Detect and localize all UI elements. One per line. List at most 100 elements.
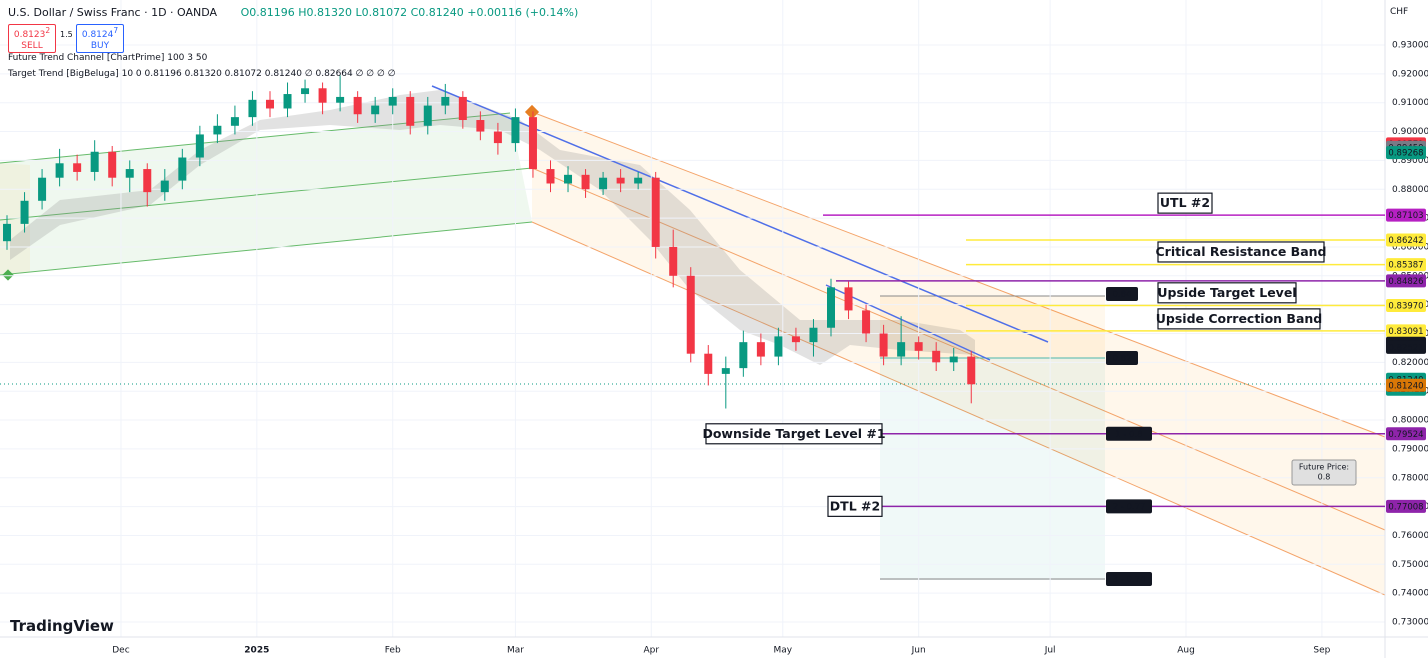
candle-body xyxy=(265,99,274,109)
candle-body xyxy=(143,169,152,193)
candle-body xyxy=(844,287,853,311)
price-tag xyxy=(1386,340,1426,354)
y-tick-label: 0.76000 xyxy=(1392,531,1428,541)
candle-body xyxy=(195,134,204,158)
target-tag-label: 0.82 xyxy=(1113,354,1132,364)
candle-body xyxy=(248,99,257,118)
price-tag xyxy=(1386,274,1426,288)
x-tick-label: Mar xyxy=(507,646,524,656)
sell-button[interactable]: 0.81232 SELL xyxy=(8,24,56,53)
annotation-box xyxy=(1157,282,1297,304)
candle-body xyxy=(739,342,748,369)
price-tag-label: 0.84826 xyxy=(1388,277,1423,287)
candle-body xyxy=(669,246,678,276)
spread: 1.5 xyxy=(60,30,73,39)
candle-body xyxy=(90,151,99,172)
annotation-label: UTL #2 xyxy=(1160,195,1210,210)
y-tick-label: 0.89000 xyxy=(1392,156,1428,166)
candle-body xyxy=(353,96,362,115)
candle-body xyxy=(511,117,520,144)
price-tag xyxy=(1386,427,1426,441)
candle-body xyxy=(564,174,573,184)
y-tick-label: 0.88000 xyxy=(1392,185,1428,195)
channel-line xyxy=(531,167,1386,531)
annotation-label: Critical Resistance Band xyxy=(1156,244,1327,259)
candle-body xyxy=(493,131,502,144)
price-tag xyxy=(1386,299,1426,313)
x-tick-label: Jun xyxy=(911,646,926,656)
x-tick-label: Apr xyxy=(644,646,660,656)
channel-line xyxy=(531,111,1386,438)
target-tag-label: 1 - 0.8 xyxy=(1115,430,1142,440)
candle-body xyxy=(283,94,292,109)
channel-line xyxy=(531,221,1386,596)
candle-body xyxy=(581,174,590,190)
price-tag-label: 0.81240 xyxy=(1388,381,1423,391)
annotation-box xyxy=(1157,241,1325,263)
marker xyxy=(524,104,540,120)
o: O0.81196 xyxy=(240,6,295,19)
price: 0.8123 xyxy=(13,30,46,40)
y-tick-label: 0.79000 xyxy=(1392,444,1428,454)
candle-body xyxy=(336,96,345,103)
candle-body xyxy=(3,223,12,242)
price-tag-label: 0.87103 xyxy=(1388,211,1423,221)
trend-line xyxy=(825,284,991,361)
candle-body xyxy=(423,105,432,126)
x-tick-label: 2025 xyxy=(244,646,269,656)
h: H0.81320 xyxy=(298,6,352,19)
candle-body xyxy=(388,96,397,106)
candle-body xyxy=(914,342,923,351)
channel-line xyxy=(0,167,533,221)
y-tick-label: 0.93000 xyxy=(1392,41,1428,51)
orange-channel xyxy=(532,112,1385,595)
future-price-box xyxy=(1291,459,1357,486)
candle-body xyxy=(213,125,222,135)
x-tick-label: Sep xyxy=(1313,646,1330,656)
ohlc: O0.81196 H0.81320 L0.81072 C0.81240 +0.0… xyxy=(241,6,579,19)
candle-body xyxy=(704,353,713,374)
candle-body xyxy=(125,169,134,178)
candle-body xyxy=(827,287,835,328)
price-tag-label: 0.83091 xyxy=(1388,327,1423,337)
symbol[interactable]: U.S. Dollar / Swiss Franc · 1D · OANDA O… xyxy=(8,6,578,19)
currency: CHF xyxy=(1390,7,1409,17)
candle-body xyxy=(721,368,730,374)
label: SELL xyxy=(21,41,43,51)
y-tick-label: 0.78000 xyxy=(1392,473,1428,483)
candle-body xyxy=(774,336,783,357)
target-tag-label: 2 - 0.77 xyxy=(1113,502,1146,512)
candle-body xyxy=(932,350,941,363)
candle-body xyxy=(160,180,169,193)
annotation-box xyxy=(705,423,883,445)
annotation-label: DTL #2 xyxy=(830,498,880,513)
price-tag-label: 0.89268 xyxy=(1388,149,1423,159)
candle-body xyxy=(108,151,117,178)
price-tag xyxy=(1386,233,1426,247)
price-tag-label: 0.85387 xyxy=(1388,261,1423,271)
future-price-value: 0.8 xyxy=(1318,473,1331,482)
target-tag xyxy=(1106,572,1152,587)
candle-body xyxy=(73,163,82,172)
annotation-box xyxy=(1157,192,1213,214)
candle-body xyxy=(406,96,415,126)
candle-body xyxy=(949,356,958,363)
buy-button[interactable]: 0.81247 BUY xyxy=(76,24,124,53)
annotation-box xyxy=(1157,308,1321,330)
price-tag xyxy=(1386,146,1426,160)
candle-body xyxy=(441,96,450,106)
logo: TradingView xyxy=(10,617,114,635)
candle-body xyxy=(634,177,643,184)
candle-body xyxy=(897,342,906,357)
sup: 2 xyxy=(45,26,51,35)
target-tag-label: 3 - 0.74 xyxy=(1113,575,1146,585)
y-tick-label: 0.86000 xyxy=(1392,242,1428,252)
x-tick-label: Aug xyxy=(1177,646,1195,656)
brand: TradingView xyxy=(10,617,114,635)
price-tag xyxy=(1386,258,1426,272)
candle-body xyxy=(809,327,818,343)
candle-body xyxy=(791,336,800,343)
candle-body xyxy=(458,96,467,121)
y-tick-label: 0.91000 xyxy=(1392,98,1428,108)
